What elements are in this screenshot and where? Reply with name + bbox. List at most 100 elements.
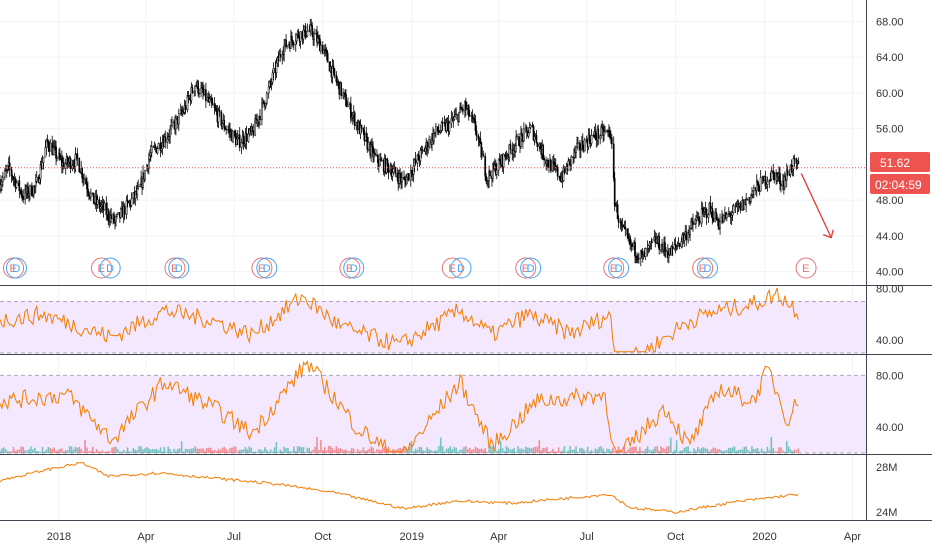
volume-bar (437, 446, 440, 453)
y-axis: 40.0044.0048.0052.0056.0060.0064.0068.00… (876, 16, 904, 519)
candle-up (428, 139, 430, 148)
volume-bar (600, 446, 602, 453)
volume-bar (766, 446, 769, 453)
candle-down (107, 209, 110, 220)
candle-up (783, 176, 786, 188)
candle-down (184, 105, 187, 111)
volume-bar (368, 448, 371, 453)
candle-up (770, 171, 773, 180)
volume-bar (774, 451, 776, 453)
candle-down (757, 184, 760, 192)
volume-bar (466, 449, 469, 453)
volume-bar (376, 449, 378, 453)
volume-bar (532, 447, 535, 453)
candle-down (715, 212, 718, 220)
volume-bar (186, 449, 189, 453)
volume-bar (789, 449, 792, 453)
volume-bar (273, 447, 276, 453)
volume-bar (99, 451, 102, 453)
volume-bar (503, 451, 506, 453)
volume-bar (275, 441, 278, 453)
volume-bar (356, 448, 359, 453)
candle-up (265, 92, 268, 104)
volume-bar (84, 439, 86, 453)
volume-bar (380, 450, 382, 453)
volume-bar (267, 451, 270, 453)
volume-bar (389, 451, 392, 453)
volume-bar (610, 450, 612, 453)
volume-bar (416, 449, 419, 453)
candle-up (529, 125, 532, 128)
candle-up (235, 138, 238, 146)
volume-bar (414, 448, 417, 453)
volume-bar (739, 449, 742, 453)
volume-bar (120, 451, 123, 453)
volume-bar (320, 439, 322, 453)
volume-bar (149, 449, 152, 453)
volume-bar (683, 447, 686, 453)
candle-down (705, 208, 708, 218)
volume-bar (61, 448, 63, 453)
volume-bar (223, 446, 226, 453)
volume-bar (784, 451, 786, 453)
volume-bar (206, 447, 208, 453)
candle-down (664, 242, 666, 251)
candle-up (166, 138, 169, 143)
volume-bar (177, 448, 179, 453)
price-tick-label: 60.00 (876, 88, 904, 100)
candle-up (45, 139, 48, 148)
candle-down (214, 107, 217, 110)
volume-bar (644, 448, 647, 453)
volume-bar (611, 447, 614, 453)
indicator-lines (0, 167, 866, 514)
volume-bar (1, 448, 3, 453)
volume-bar (329, 446, 332, 453)
volume-bar (445, 448, 448, 453)
candle-up (647, 245, 650, 249)
volume-bar (302, 447, 305, 453)
volume-bar (536, 446, 539, 453)
overlay: 51.62 02:04:59 (870, 152, 930, 194)
volume-bar (613, 450, 616, 453)
volume-bar (768, 450, 771, 453)
volume-bar (741, 449, 744, 453)
candle-up (683, 234, 686, 241)
candle-up (528, 127, 531, 134)
volume-bar (144, 448, 146, 453)
candle-down (371, 144, 373, 148)
volume-bar (238, 449, 241, 453)
volume-bar (157, 450, 160, 453)
volume-bar (702, 447, 705, 453)
volume-bar (93, 451, 96, 453)
volume-bar (432, 451, 434, 453)
x-tick-label: Apr (137, 531, 154, 543)
candle-down (59, 153, 61, 159)
candle-down (396, 173, 399, 178)
price-tick-label: 44.00 (876, 231, 904, 243)
candle-up (254, 118, 257, 136)
volume-bar (66, 450, 69, 453)
volume-bar (405, 446, 407, 453)
candle-up (177, 113, 180, 125)
volume-bar (246, 449, 249, 453)
volume-bar (78, 447, 81, 453)
candle-down (674, 243, 677, 246)
volume-bar (277, 451, 280, 453)
candle-up (351, 115, 354, 118)
volume-bar (366, 450, 369, 453)
volume-bar (758, 451, 761, 453)
volume-bar (443, 451, 446, 453)
volume-bar (68, 446, 71, 453)
candle-up (533, 136, 536, 140)
volume-bar (264, 447, 266, 453)
volume-bar (289, 451, 291, 453)
last-price-badge (870, 152, 930, 172)
candle-down (417, 154, 420, 161)
volume-bar (26, 450, 28, 453)
dividend-marker-label: D (263, 263, 271, 275)
volume-bar (310, 451, 313, 453)
candle-down (746, 199, 748, 201)
volume-bar (122, 449, 125, 453)
candle-down (386, 159, 389, 166)
